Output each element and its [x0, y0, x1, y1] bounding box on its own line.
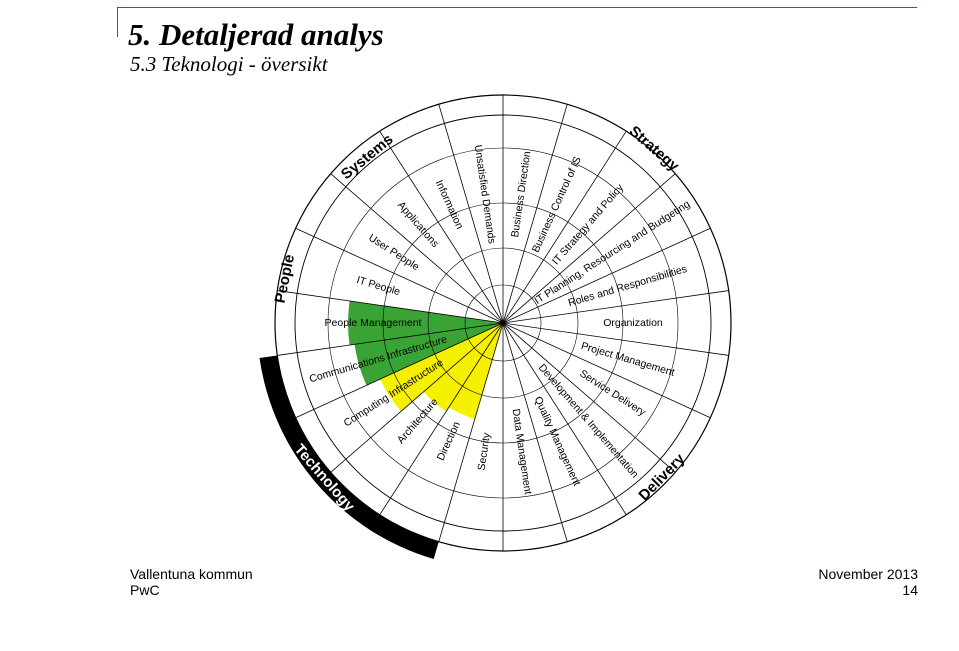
segment-divider — [330, 173, 504, 324]
header-rule-left — [117, 7, 118, 37]
highlight-architecture — [423, 323, 503, 412]
highlight-communications — [354, 323, 503, 386]
segment-divider — [502, 322, 729, 356]
segment-divider — [502, 290, 729, 324]
segment-divider — [330, 322, 504, 473]
segment-divider — [379, 130, 504, 324]
segment-divider — [502, 322, 711, 419]
segment-divider — [502, 173, 676, 324]
segment-divider — [277, 322, 504, 356]
segment-divider — [295, 322, 504, 419]
segment-divider — [502, 322, 568, 542]
highlight-people-management — [348, 300, 503, 346]
footer-organization: Vallentuna kommun — [130, 566, 253, 582]
header-rule — [117, 7, 917, 8]
segment-divider — [502, 130, 627, 324]
segment-divider — [277, 290, 504, 324]
segment-divider — [438, 322, 504, 542]
highlight-direction — [448, 323, 503, 419]
segment-label: Organization — [603, 317, 663, 329]
segment-label: People Management — [325, 317, 422, 329]
segment-divider — [295, 227, 504, 324]
footer-date: November 2013 — [818, 566, 918, 582]
page-subtitle: 5.3 Teknologi - översikt — [130, 52, 328, 76]
segment-divider — [502, 322, 627, 516]
segment-divider — [502, 104, 568, 324]
segment-divider — [379, 322, 504, 516]
page-title: 5. Detaljerad analys — [128, 17, 384, 52]
footer-page-number: 14 — [902, 582, 918, 598]
segment-divider — [438, 104, 504, 324]
segment-label: Security — [476, 431, 493, 471]
footer-company: PwC — [130, 582, 160, 598]
segment-divider — [502, 322, 676, 473]
segment-divider — [502, 227, 711, 324]
technology-domain-band — [259, 355, 439, 560]
